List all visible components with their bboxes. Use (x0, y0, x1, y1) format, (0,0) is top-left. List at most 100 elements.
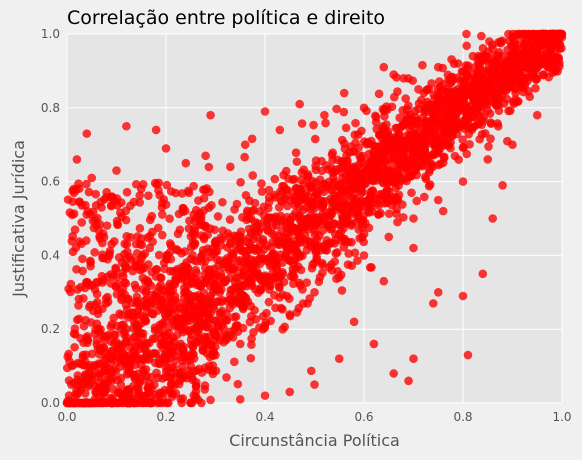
data-point (265, 285, 274, 294)
data-point (97, 271, 107, 281)
data-point (398, 106, 408, 115)
data-point (189, 210, 198, 219)
data-point (81, 200, 90, 210)
data-point (517, 39, 527, 48)
data-point (542, 33, 552, 42)
data-point (150, 323, 160, 332)
data-point (109, 338, 119, 348)
data-point (453, 59, 463, 68)
data-point (407, 188, 416, 198)
data-point (488, 81, 498, 90)
data-point (319, 179, 329, 189)
data-point (132, 249, 142, 258)
data-point (133, 297, 142, 307)
data-point (223, 297, 232, 306)
data-point (248, 171, 258, 180)
data-point (135, 191, 145, 200)
data-point (90, 215, 100, 225)
data-point (531, 83, 540, 93)
data-point (222, 373, 231, 382)
data-point (404, 101, 413, 110)
data-point (135, 344, 145, 354)
y-axis-title: Justificativa Jurídica (9, 140, 28, 298)
data-point (116, 380, 126, 390)
data-point (121, 215, 131, 225)
data-point (515, 72, 524, 81)
data-point (521, 47, 531, 56)
data-point (257, 187, 267, 196)
data-point (79, 321, 89, 331)
data-point (181, 158, 191, 168)
data-point (359, 103, 369, 113)
data-point (438, 206, 448, 216)
data-point (434, 160, 443, 170)
data-point (84, 187, 94, 197)
data-point (122, 247, 132, 257)
data-point (69, 398, 78, 407)
data-point (177, 319, 187, 329)
data-point (404, 376, 413, 386)
data-point (409, 129, 418, 138)
data-point (447, 100, 456, 110)
data-point (477, 129, 487, 139)
data-point (291, 148, 301, 157)
y-tick-label: 1.0 (41, 27, 60, 41)
data-point (188, 301, 197, 311)
data-point (211, 350, 220, 360)
data-point (146, 281, 156, 291)
data-point (306, 211, 316, 220)
data-point (106, 279, 116, 288)
data-point (244, 224, 254, 234)
data-point (221, 331, 231, 340)
data-point (78, 350, 88, 360)
data-point (341, 123, 351, 133)
data-point (330, 177, 339, 186)
y-tick-label: 0.4 (41, 248, 60, 262)
data-point (271, 264, 281, 274)
data-point (479, 51, 488, 60)
data-point (237, 270, 247, 280)
data-point (94, 372, 104, 381)
data-point (511, 95, 520, 104)
data-point (334, 354, 344, 364)
data-point (344, 249, 353, 258)
data-point (204, 162, 214, 172)
x-tick-label: 0.8 (453, 410, 472, 424)
data-point (188, 375, 198, 385)
data-point (399, 213, 408, 222)
data-point (162, 255, 171, 264)
data-point (230, 277, 240, 287)
data-point (554, 53, 563, 62)
data-point (199, 185, 208, 195)
data-point (224, 232, 234, 242)
data-point (382, 120, 391, 129)
data-point (288, 272, 298, 281)
data-point (462, 72, 472, 81)
data-point (216, 308, 226, 318)
data-point (336, 179, 346, 188)
data-point (297, 119, 307, 128)
data-point (341, 171, 351, 180)
data-point (64, 349, 73, 359)
data-point (196, 275, 206, 285)
data-point (70, 330, 80, 339)
data-point (175, 225, 185, 235)
data-point (399, 73, 408, 83)
data-point (216, 233, 226, 243)
data-point (113, 388, 123, 398)
data-point (401, 94, 411, 103)
data-point (414, 99, 424, 108)
data-point (310, 288, 319, 297)
data-point (201, 336, 211, 346)
data-point (377, 134, 387, 143)
data-point (129, 197, 139, 207)
data-point (189, 391, 199, 400)
data-point (240, 152, 249, 162)
data-point (310, 241, 319, 250)
data-point (134, 390, 144, 400)
data-point (232, 199, 242, 209)
data-point (66, 287, 75, 297)
data-point (128, 266, 137, 276)
data-point (145, 231, 155, 241)
data-point (430, 100, 439, 110)
